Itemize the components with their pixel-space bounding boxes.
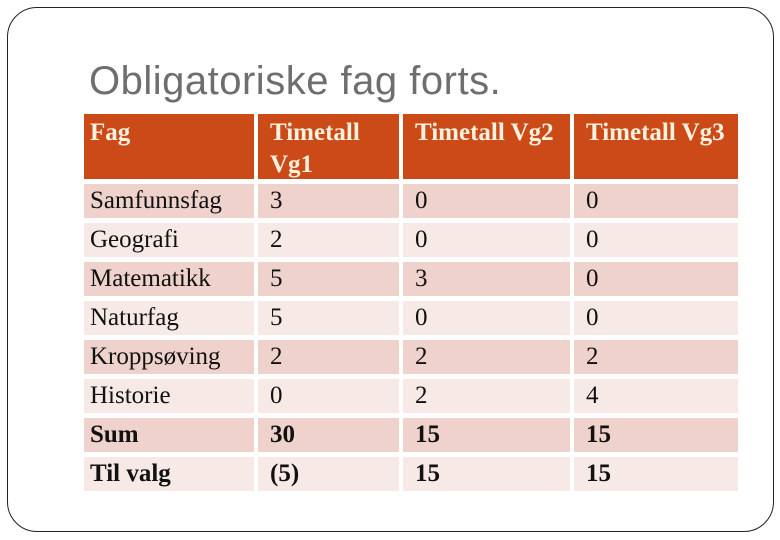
row-label-naturfag: Naturfag xyxy=(84,301,254,335)
cell-naturfag-vg3: 0 xyxy=(574,301,738,335)
row-label-matematikk: Matematikk xyxy=(84,262,254,296)
cell-geografi-vg1: 2 xyxy=(258,223,399,257)
column-header-timetall-vg2: Timetall Vg2 xyxy=(403,114,570,179)
cell-naturfag-vg1: 5 xyxy=(258,301,399,335)
row-label-sum: Sum xyxy=(84,418,254,452)
cell-til-valg-vg3: 15 xyxy=(574,457,738,491)
cell-matematikk-vg3: 0 xyxy=(574,262,738,296)
cell-til-valg-vg1: (5) xyxy=(258,457,399,491)
cell-geografi-vg3: 0 xyxy=(574,223,738,257)
column-header-timetall-vg1: Timetall Vg1 xyxy=(258,114,399,179)
column-header-fag: Fag xyxy=(84,114,254,179)
cell-samfunnsfag-vg1: 3 xyxy=(258,184,399,218)
cell-matematikk-vg2: 3 xyxy=(403,262,570,296)
cell-matematikk-vg1: 5 xyxy=(258,262,399,296)
row-label-geografi: Geografi xyxy=(84,223,254,257)
cell-historie-vg2: 2 xyxy=(403,379,570,413)
cell-kroppsoving-vg1: 2 xyxy=(258,340,399,374)
row-label-historie: Historie xyxy=(84,379,254,413)
cell-samfunnsfag-vg3: 0 xyxy=(574,184,738,218)
cell-naturfag-vg2: 0 xyxy=(403,301,570,335)
page-title: Obligatoriske fag forts. xyxy=(89,59,502,103)
row-label-kroppsoving: Kroppsøving xyxy=(84,340,254,374)
column-header-timetall-vg3: Timetall Vg3 xyxy=(574,114,738,179)
cell-geografi-vg2: 0 xyxy=(403,223,570,257)
slide-frame: Obligatoriske fag forts. Fag Timetall Vg… xyxy=(7,7,774,532)
cell-sum-vg3: 15 xyxy=(574,418,738,452)
subjects-hours-table: Fag Timetall Vg1 Timetall Vg2 Timetall V… xyxy=(84,114,738,491)
cell-historie-vg3: 4 xyxy=(574,379,738,413)
cell-sum-vg1: 30 xyxy=(258,418,399,452)
cell-samfunnsfag-vg2: 0 xyxy=(403,184,570,218)
cell-historie-vg1: 0 xyxy=(258,379,399,413)
row-label-samfunnsfag: Samfunnsfag xyxy=(84,184,254,218)
cell-til-valg-vg2: 15 xyxy=(403,457,570,491)
row-label-til-valg: Til valg xyxy=(84,457,254,491)
cell-sum-vg2: 15 xyxy=(403,418,570,452)
cell-kroppsoving-vg3: 2 xyxy=(574,340,738,374)
cell-kroppsoving-vg2: 2 xyxy=(403,340,570,374)
